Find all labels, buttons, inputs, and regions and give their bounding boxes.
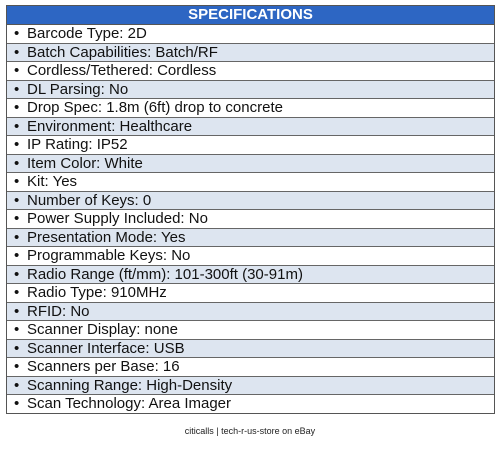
spec-row: Barcode Type: 2D: [7, 25, 494, 44]
spec-row: Scanning Range: High-Density: [7, 376, 494, 395]
spec-row: Power Supply Included: No: [7, 210, 494, 229]
spec-row: Scan Technology: Area Imager: [7, 395, 494, 413]
spec-row: Number of Keys: 0: [7, 191, 494, 210]
table-title: SPECIFICATIONS: [7, 6, 494, 25]
spec-rows: Barcode Type: 2DBatch Capabilities: Batc…: [7, 25, 494, 413]
spec-row: Radio Range (ft/mm): 101-300ft (30-91m): [7, 265, 494, 284]
spec-row: IP Rating: IP52: [7, 136, 494, 155]
spec-row: Scanners per Base: 16: [7, 358, 494, 377]
spec-row: Cordless/Tethered: Cordless: [7, 62, 494, 81]
spec-row: Presentation Mode: Yes: [7, 228, 494, 247]
spec-row: Programmable Keys: No: [7, 247, 494, 266]
footer: citicalls | tech-r-us-store on eBay: [184, 426, 316, 436]
spec-row: Item Color: White: [7, 154, 494, 173]
spec-row: Kit: Yes: [7, 173, 494, 192]
spec-row: Drop Spec: 1.8m (6ft) drop to concrete: [7, 99, 494, 118]
spec-row: DL Parsing: No: [7, 80, 494, 99]
spec-row: RFID: No: [7, 302, 494, 321]
spec-row: Scanner Interface: USB: [7, 339, 494, 358]
spec-row: Scanner Display: none: [7, 321, 494, 340]
spec-row: Batch Capabilities: Batch/RF: [7, 43, 494, 62]
spec-row: Radio Type: 910MHz: [7, 284, 494, 303]
spec-row: Environment: Healthcare: [7, 117, 494, 136]
spec-table: SPECIFICATIONS Barcode Type: 2DBatch Cap…: [6, 5, 495, 414]
